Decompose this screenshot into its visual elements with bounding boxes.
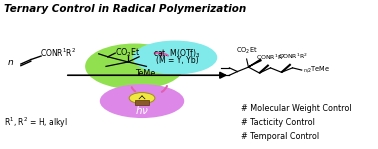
Text: CONR$^1$R$^2$: CONR$^1$R$^2$ (40, 47, 76, 59)
Text: $h\nu$: $h\nu$ (135, 104, 149, 116)
Ellipse shape (85, 44, 184, 89)
Text: # Molecular Weight Control: # Molecular Weight Control (241, 104, 352, 113)
Text: TeMe: TeMe (136, 69, 156, 77)
Text: CO$_2$Et: CO$_2$Et (115, 46, 141, 59)
Text: CONR$^1$R$^2$: CONR$^1$R$^2$ (256, 53, 285, 62)
Ellipse shape (100, 84, 184, 118)
Polygon shape (248, 59, 261, 67)
Text: CONR$^1$R$^2$: CONR$^1$R$^2$ (277, 52, 307, 61)
Ellipse shape (133, 41, 217, 74)
Text: # Tacticity Control: # Tacticity Control (241, 118, 315, 127)
Text: (M = Y, Yb): (M = Y, Yb) (156, 56, 198, 65)
Text: n: n (8, 58, 14, 67)
Ellipse shape (129, 93, 155, 104)
Text: CO$_2$Et: CO$_2$Et (236, 46, 257, 56)
Text: R$^1$, R$^2$ = H, alkyl: R$^1$, R$^2$ = H, alkyl (5, 115, 68, 130)
Text: cat. M(OTf)$_3$: cat. M(OTf)$_3$ (153, 48, 201, 60)
Text: Ternary Control in Radical Polymerization: Ternary Control in Radical Polymerizatio… (5, 4, 246, 14)
Text: $_{n/2}$TeMe: $_{n/2}$TeMe (303, 64, 330, 75)
FancyBboxPatch shape (135, 100, 149, 105)
Text: # Temporal Control: # Temporal Control (241, 132, 319, 141)
